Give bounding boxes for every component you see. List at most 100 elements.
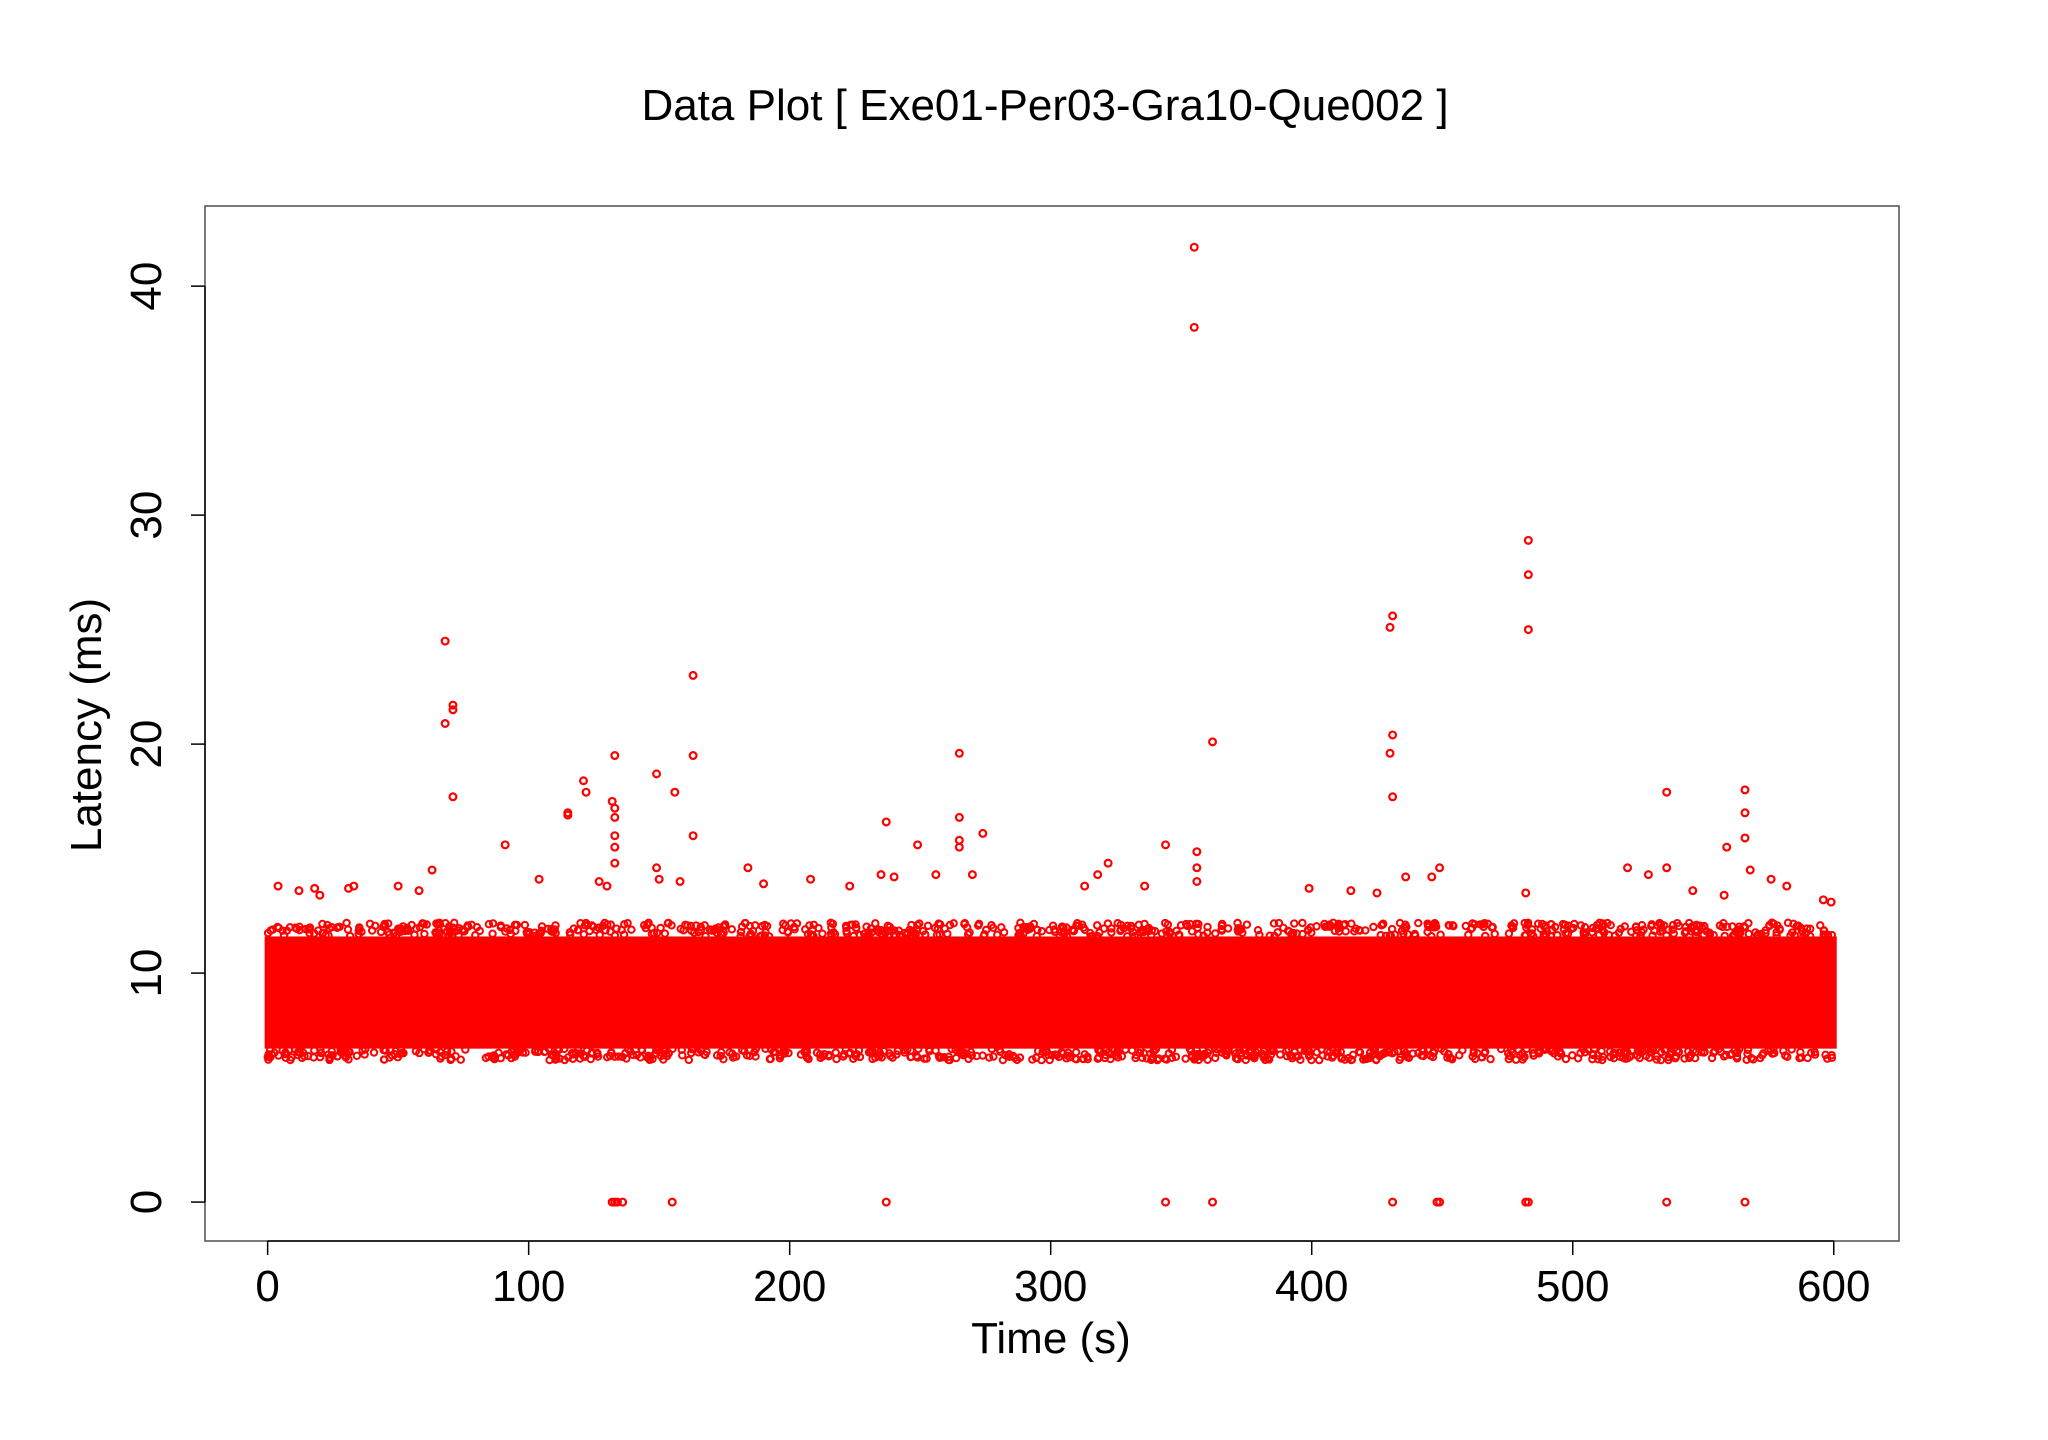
band-edge-point: [1283, 926, 1293, 936]
data-point: [414, 886, 424, 896]
data-point: [1435, 863, 1445, 873]
band-edge-point: [1508, 1048, 1517, 1057]
data-point: [448, 700, 458, 710]
band-edge-point: [727, 925, 737, 934]
band-edge-point: [573, 926, 583, 935]
band-edge-point: [880, 929, 890, 938]
data-point: [610, 812, 620, 822]
band-edge-point: [844, 1049, 854, 1058]
band-edge-point: [345, 931, 355, 941]
band-edge-point: [935, 1053, 944, 1062]
band-edge-point: [945, 1055, 954, 1065]
band-edge-point: [1620, 922, 1629, 931]
band-edge-point: [832, 1054, 841, 1064]
band-edge-point: [1175, 930, 1184, 940]
band-edge-point: [1719, 919, 1728, 928]
data-point: [978, 828, 988, 838]
band-edge-point: [1378, 919, 1388, 928]
band-edge-point: [712, 928, 722, 938]
band-edge-point: [1436, 930, 1445, 939]
band-edge-point: [967, 1051, 977, 1060]
data-point: [1385, 748, 1395, 758]
band-edge-point: [418, 919, 427, 928]
data-point: [273, 881, 283, 891]
band-edge-point: [1690, 1053, 1700, 1063]
band-edge-point: [1085, 928, 1095, 938]
band-edge-point: [775, 1054, 785, 1063]
band-edge-point: [488, 919, 498, 928]
band-edge-point: [716, 1051, 725, 1061]
band-edge-point: [1242, 1050, 1251, 1060]
band-edge-point: [913, 1053, 922, 1062]
data-point: [1662, 863, 1672, 873]
data-point: [1826, 897, 1836, 907]
band-edge-point: [965, 928, 974, 937]
data-point: [1688, 886, 1698, 896]
band-edge-point: [1423, 919, 1432, 928]
band-edge-point: [1691, 927, 1700, 936]
band-edge-point: [1561, 1054, 1571, 1064]
band-edge-point: [1194, 919, 1203, 929]
band-edge-point: [1183, 921, 1192, 931]
data-point: [1388, 792, 1398, 802]
band-edge-point: [1827, 930, 1837, 940]
band-edge-point: [640, 921, 649, 930]
band-edge-point: [1539, 931, 1549, 941]
band-edge-point: [1235, 1045, 1244, 1055]
band-edge-point: [420, 929, 429, 939]
band-edge-point: [399, 1048, 408, 1058]
band-edge-point: [620, 1049, 630, 1058]
band-edge-point: [851, 920, 860, 929]
band-edge-point: [310, 1046, 319, 1055]
data-point: [1745, 865, 1755, 875]
data-point: [1161, 1197, 1171, 1207]
band-edge-point: [301, 924, 310, 934]
data-point: [610, 751, 620, 761]
band-edge-point: [691, 921, 701, 930]
band-edge-point: [565, 928, 574, 937]
band-edge-point: [1306, 923, 1315, 932]
band-edge-point: [522, 929, 532, 938]
band-edge-point: [766, 1054, 775, 1064]
band-edge-point: [637, 1046, 647, 1055]
data-point: [344, 883, 354, 893]
band-edge-point: [335, 922, 344, 932]
data-point: [1623, 863, 1633, 873]
band-edge-point: [1033, 1046, 1043, 1056]
band-edge-point: [972, 1051, 981, 1061]
band-edge-point: [600, 918, 609, 928]
band-edge-point: [1404, 1053, 1414, 1063]
band-edge-point: [1130, 932, 1139, 941]
band-edge-point: [866, 924, 876, 933]
band-edge-point: [343, 925, 353, 934]
band-edge-point: [720, 921, 730, 931]
band-edge-point: [1461, 921, 1470, 931]
data-point: [652, 863, 662, 873]
band-edge-point: [1211, 1053, 1220, 1063]
band-edge-point: [989, 1052, 998, 1061]
data-point: [294, 886, 304, 896]
data-point: [315, 890, 325, 900]
band-edge-point: [988, 923, 998, 932]
band-edge-point: [587, 1049, 596, 1058]
scatter-points: [273, 242, 1836, 1207]
band-edge-point: [316, 1048, 326, 1058]
band-edge-point: [431, 1045, 441, 1054]
band-edge-point: [461, 1045, 470, 1054]
data-point: [1388, 611, 1398, 621]
band-edge-point: [1576, 921, 1586, 930]
data-point: [440, 718, 450, 728]
band-edge-point: [422, 920, 431, 929]
band-edge-point: [1591, 924, 1601, 934]
band-edge-point: [1504, 1054, 1514, 1064]
band-edge-point: [1583, 1045, 1593, 1054]
band-edge-point: [700, 1050, 709, 1059]
band-edge-point: [1117, 1052, 1127, 1061]
band-edge-point: [1756, 1053, 1765, 1063]
data-point: [881, 817, 891, 827]
band-edge-point: [957, 1049, 966, 1058]
data-point: [1080, 881, 1090, 891]
data-point: [1740, 833, 1750, 843]
band-edge-point: [1702, 927, 1711, 936]
band-edge-point: [877, 929, 886, 939]
